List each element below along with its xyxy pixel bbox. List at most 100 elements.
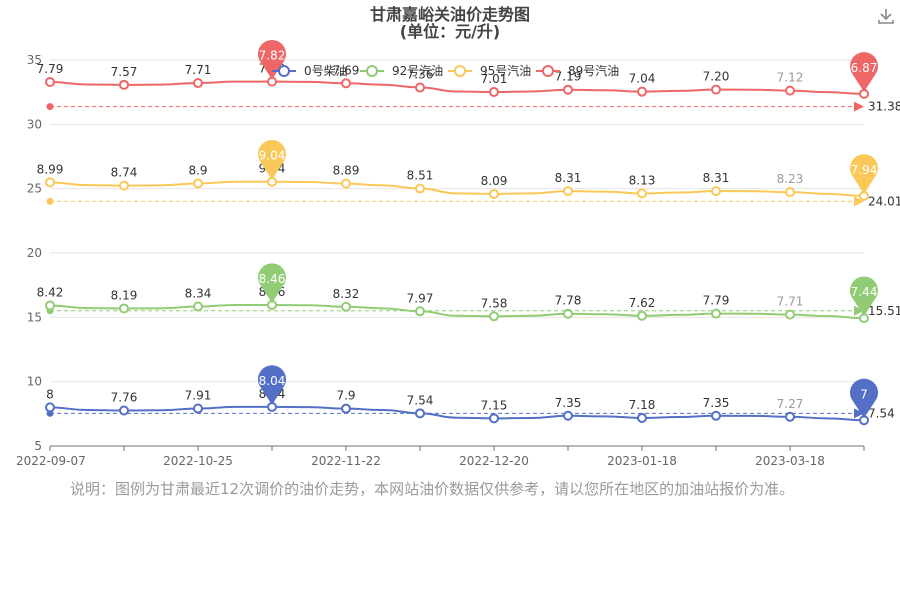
data-point (785, 85, 795, 96)
min-pin (850, 276, 879, 317)
data-point (489, 311, 499, 322)
data-label: 7.71 (185, 63, 212, 77)
data-label: 8.51 (407, 169, 434, 183)
x-tick-label: 2023-01-18 (607, 454, 677, 468)
data-point (193, 403, 203, 414)
data-label: 8.32 (333, 287, 360, 301)
data-label: 8.23 (777, 172, 804, 186)
legend-label: 95号汽油 (480, 63, 531, 78)
average-label: 7.54 (868, 406, 895, 420)
data-label: 8.09 (481, 174, 508, 188)
x-tick-label: 2022-10-25 (163, 454, 233, 468)
series-line-2 (49, 180, 865, 197)
min-pin-label: 7 (860, 387, 868, 401)
data-point (415, 183, 425, 194)
data-label: 8.89 (333, 164, 360, 178)
data-label: 7.62 (629, 296, 656, 310)
average-start-marker (46, 197, 54, 205)
data-point (563, 308, 573, 319)
x-tick-label: 2022-11-22 (311, 454, 381, 468)
data-label: 7.79 (37, 62, 64, 76)
data-point (711, 84, 721, 95)
data-label: 7.69 (333, 63, 360, 77)
average-label: 15.51 (868, 304, 900, 318)
data-label: 8.34 (185, 287, 212, 301)
average-end-arrow (854, 305, 864, 316)
data-point (711, 186, 721, 197)
data-point (489, 87, 499, 98)
data-label: 8.13 (629, 173, 656, 187)
download-icon[interactable] (876, 6, 896, 26)
data-point (193, 301, 203, 312)
data-point (415, 408, 425, 419)
data-point (563, 84, 573, 95)
data-label: 7.04 (629, 72, 656, 86)
min-pin-label: 7.44 (851, 285, 878, 299)
data-label: 7.54 (407, 393, 434, 407)
y-tick-label: 25 (27, 182, 42, 196)
data-point (785, 309, 795, 320)
data-point (193, 178, 203, 189)
data-label: 7.97 (407, 291, 434, 305)
legend-label: 92号汽油 (392, 63, 443, 78)
min-pin (850, 154, 878, 194)
min-pin-label: 6.87 (851, 61, 878, 75)
legend-marker (454, 65, 466, 77)
data-point (637, 86, 647, 97)
max-pin (258, 39, 287, 80)
average-label: 24.01 (868, 194, 900, 208)
max-pin (258, 365, 286, 405)
y-tick-label: 5 (34, 439, 42, 453)
legend-marker (278, 65, 290, 77)
data-label: 8.9 (188, 164, 207, 178)
data-label: 7.12 (777, 71, 804, 85)
data-label: 7.18 (629, 398, 656, 412)
average-end-arrow (854, 408, 864, 419)
min-pin (850, 378, 879, 419)
data-point (45, 402, 55, 413)
y-tick-label: 35 (27, 53, 42, 67)
chart-note: 说明：图例为甘肃最近12次调价的油价走势，本网站油价数据仅供参考，请以您所在地区… (70, 480, 795, 498)
data-point (711, 410, 721, 421)
data-label: 7.35 (555, 396, 582, 410)
x-tick-label: 2023-03-18 (755, 454, 825, 468)
data-label: 7.78 (555, 294, 582, 308)
data-label: 7.15 (481, 398, 508, 412)
x-tick-label: 2022-09-07 (16, 454, 86, 468)
max-pin-label: 8.46 (259, 272, 286, 286)
legend-marker (542, 65, 554, 77)
data-point (341, 178, 351, 189)
data-point (711, 308, 721, 319)
data-label: 8.99 (37, 162, 64, 176)
average-end-arrow (854, 196, 864, 207)
average-start-marker (46, 103, 54, 111)
data-label: 7.36 (407, 68, 434, 82)
data-point (637, 310, 647, 321)
data-point (119, 79, 129, 90)
data-label: 7.79 (703, 294, 730, 308)
data-label: 7.19 (555, 70, 582, 84)
max-pin-label: 9.04 (259, 149, 286, 163)
data-point (119, 405, 129, 416)
data-point (785, 187, 795, 198)
data-label: 7.71 (777, 295, 804, 309)
data-label: 7.91 (185, 389, 212, 403)
data-label: 7.57 (111, 65, 138, 79)
series-line-0 (49, 405, 865, 422)
max-pin (258, 140, 286, 180)
data-label: 7.9 (336, 389, 355, 403)
data-point (341, 301, 351, 312)
data-label: 8.42 (37, 285, 64, 299)
chart-title: 甘肃嘉峪关油价走势图 (369, 5, 530, 24)
data-point (489, 188, 499, 199)
series-line-1 (49, 303, 865, 320)
chart-subtitle: (单位：元/升) (399, 22, 501, 41)
data-label: 8.31 (555, 171, 582, 185)
data-point (45, 77, 55, 88)
data-point (637, 412, 647, 423)
data-point (45, 300, 55, 311)
series-line-3 (49, 80, 865, 95)
data-label: 8.19 (111, 288, 138, 302)
min-pin (850, 52, 878, 92)
data-point (45, 177, 55, 188)
